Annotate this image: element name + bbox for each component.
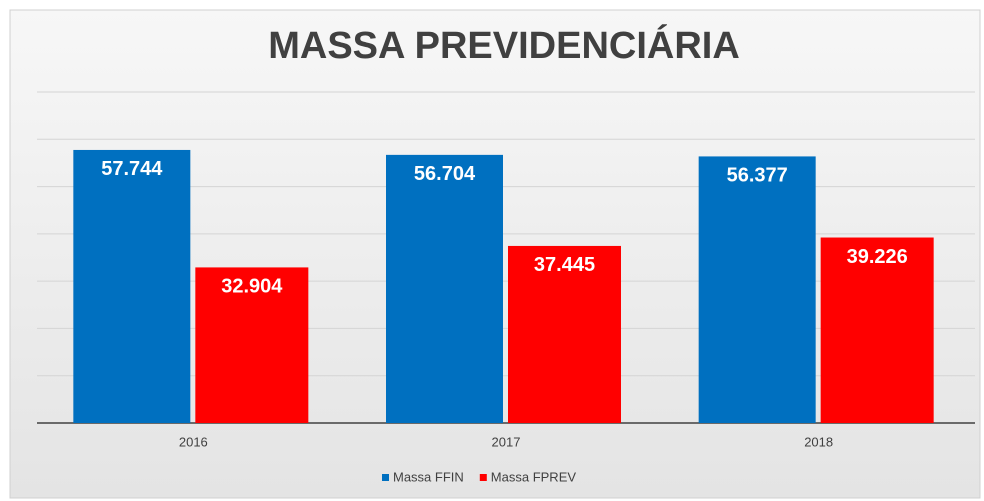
bar bbox=[195, 267, 309, 423]
x-tick-label: 2018 bbox=[804, 434, 833, 449]
x-tick-label: 2017 bbox=[492, 434, 521, 449]
bar bbox=[386, 154, 503, 423]
bar bbox=[508, 245, 621, 423]
x-tick-label: 2016 bbox=[179, 434, 208, 449]
bar bbox=[698, 156, 816, 423]
bar bbox=[73, 149, 191, 423]
bar bbox=[820, 237, 934, 423]
chart-title: MASSA PREVIDENCIÁRIA bbox=[268, 23, 740, 67]
data-label: 57.744 bbox=[101, 158, 163, 180]
legend-label: Massa FPREV bbox=[491, 469, 577, 484]
data-label: 56.704 bbox=[414, 163, 476, 185]
data-label: 39.226 bbox=[847, 246, 908, 268]
legend-label: Massa FFIN bbox=[393, 469, 464, 484]
data-label: 32.904 bbox=[221, 276, 283, 298]
legend-swatch bbox=[382, 474, 389, 481]
data-label: 56.377 bbox=[727, 165, 788, 187]
legend-swatch bbox=[479, 474, 487, 481]
data-label: 37.445 bbox=[534, 254, 595, 276]
